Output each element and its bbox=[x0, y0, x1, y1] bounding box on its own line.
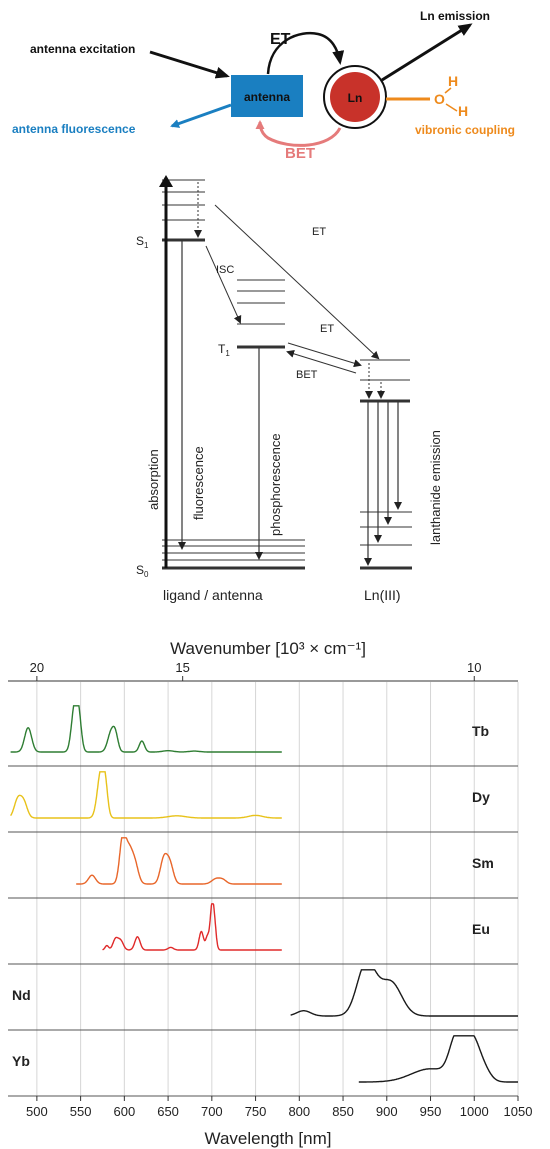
wavenumber-axis-label: Wavenumber [10³ × cm⁻¹] bbox=[170, 639, 366, 658]
spectrum-line-eu bbox=[102, 903, 282, 951]
oxygen-label: O bbox=[434, 91, 445, 107]
x-axis-tick-label: 800 bbox=[288, 1104, 310, 1119]
x-axis-tick-label: 950 bbox=[420, 1104, 442, 1119]
bet-jablonski-label: BET bbox=[296, 369, 318, 381]
bet-arc-arrow bbox=[255, 120, 342, 147]
hydrogen-top-label: H bbox=[448, 73, 458, 89]
bet-arrow bbox=[286, 349, 357, 374]
series-label-dy: Dy bbox=[472, 789, 490, 805]
x-axis-tick-label: 550 bbox=[70, 1104, 92, 1119]
excitation-arrow bbox=[149, 50, 230, 79]
antenna-label: antenna bbox=[244, 90, 290, 104]
x-axis-tick-label: 750 bbox=[245, 1104, 267, 1119]
et-label: ET bbox=[270, 31, 291, 48]
series-label-nd: Nd bbox=[12, 987, 31, 1003]
et-t1-arrow bbox=[287, 342, 362, 368]
x-axis-tick-label: 1050 bbox=[504, 1104, 533, 1119]
jablonski-diagram: S1 T1 S0 ISC ET ET BET absorption fluore… bbox=[136, 175, 443, 603]
ln-emission-arrow bbox=[381, 23, 473, 82]
antenna-excitation-label: antenna excitation bbox=[30, 42, 135, 56]
lanthanide-emission-label: lanthanide emission bbox=[428, 430, 443, 545]
hydrogen-bottom-label: H bbox=[458, 103, 468, 119]
antenna-box bbox=[231, 75, 303, 117]
ln-emission-label: Ln emission bbox=[420, 9, 490, 23]
absorption-label: absorption bbox=[146, 449, 161, 510]
wavelength-axis-label: Wavelength [nm] bbox=[205, 1129, 332, 1148]
antenna-fluorescence-arrow bbox=[170, 103, 232, 128]
et-arc-arrow bbox=[266, 31, 345, 75]
x-axis-tick-label: 850 bbox=[332, 1104, 354, 1119]
phosphorescence-label: phosphorescence bbox=[268, 433, 283, 536]
x-axis-tick-label: 600 bbox=[113, 1104, 135, 1119]
s1-label: S1 bbox=[136, 234, 149, 250]
oh-bond-bottom bbox=[445, 103, 458, 112]
series-label-tb: Tb bbox=[472, 723, 489, 739]
spectrum-line-dy bbox=[10, 771, 282, 819]
x-axis-tick-label: 1000 bbox=[460, 1104, 489, 1119]
fluorescence-label: fluorescence bbox=[191, 446, 206, 520]
ligand-antenna-label: ligand / antenna bbox=[163, 587, 263, 603]
isc-label: ISC bbox=[216, 264, 234, 276]
et-top-label: ET bbox=[312, 226, 326, 238]
vibronic-coupling-label: vibronic coupling bbox=[415, 123, 515, 137]
bet-label: BET bbox=[285, 145, 315, 160]
x-axis-tick-label: 900 bbox=[376, 1104, 398, 1119]
ln-circle bbox=[330, 72, 380, 122]
s0-label: S0 bbox=[136, 563, 149, 579]
isc-arrow bbox=[205, 245, 242, 324]
oh-bond-top bbox=[444, 87, 452, 94]
spectrum-line-yb bbox=[358, 1035, 518, 1083]
ln-label: Ln bbox=[348, 91, 363, 105]
top-axis-tick-label: 15 bbox=[175, 660, 189, 675]
spectrum-line-sm bbox=[76, 837, 282, 885]
series-label-eu: Eu bbox=[472, 921, 490, 937]
et-mid-label: ET bbox=[320, 323, 334, 335]
ln-iii-label: Ln(III) bbox=[364, 587, 401, 603]
et-s1-arrow bbox=[214, 204, 380, 360]
spectrum-line-nd bbox=[290, 969, 518, 1017]
energy-transfer-scheme: antenna excitation antenna ET Ln BET Ln … bbox=[12, 9, 515, 160]
series-label-yb: Yb bbox=[12, 1053, 30, 1069]
t1-label: T1 bbox=[218, 342, 230, 358]
x-axis-tick-label: 700 bbox=[201, 1104, 223, 1119]
spectrum-line-tb bbox=[10, 705, 282, 753]
top-axis-tick-label: 20 bbox=[30, 660, 44, 675]
antenna-fluorescence-label: antenna fluorescence bbox=[12, 122, 136, 136]
top-axis-tick-label: 10 bbox=[467, 660, 481, 675]
x-axis-tick-label: 500 bbox=[26, 1104, 48, 1119]
series-label-sm: Sm bbox=[472, 855, 494, 871]
x-axis-tick-label: 650 bbox=[157, 1104, 179, 1119]
emission-spectra-chart: Wavenumber [10³ × cm⁻¹] Wavelength [nm] … bbox=[8, 639, 533, 1148]
